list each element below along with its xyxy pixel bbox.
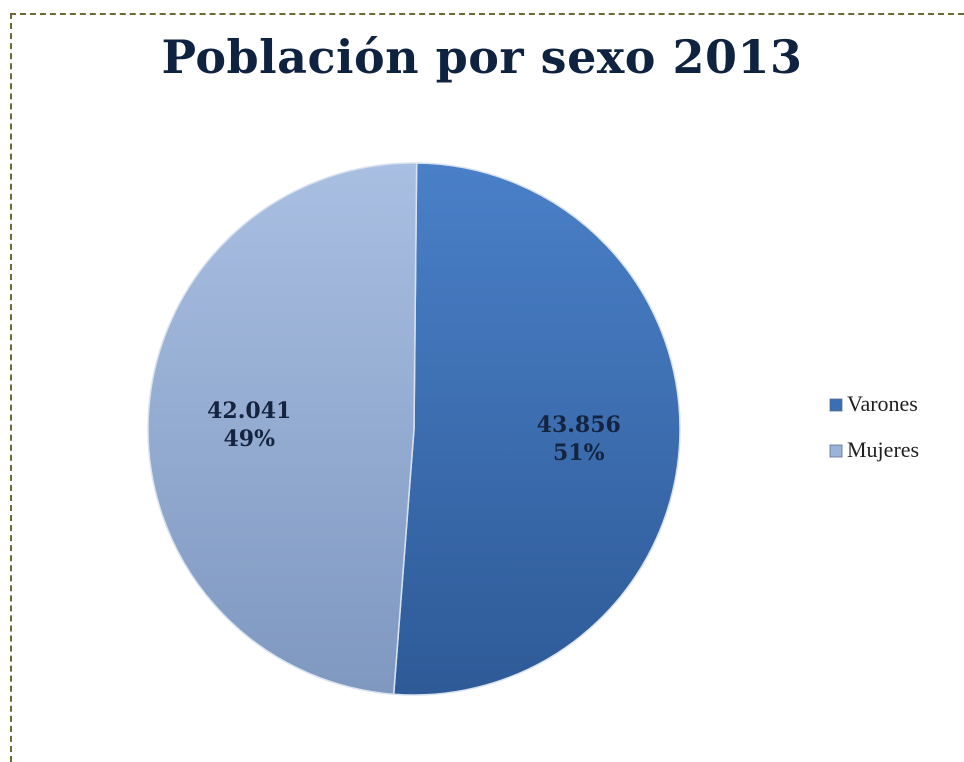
pie-slice-varones	[392, 162, 681, 696]
data-label-value-mujeres: 42.041	[207, 398, 291, 424]
frame-border-left	[10, 13, 12, 762]
data-label-percent-varones: 51%	[553, 440, 605, 466]
legend-label-mujeres: Mujeres	[847, 437, 919, 462]
legend-swatch-mujeres	[829, 444, 843, 458]
data-label-value-varones: 43.856	[537, 412, 621, 438]
pie-slices	[147, 162, 681, 696]
legend-swatch-varones	[829, 398, 843, 412]
data-label-percent-mujeres: 49%	[223, 426, 275, 452]
pie-slice-mujeres	[147, 162, 418, 696]
chart-legend: Varones Mujeres	[829, 391, 919, 462]
frame-border-top	[10, 13, 964, 15]
chart-title: Población por sexo 2013	[161, 30, 803, 84]
legend-label-varones: Varones	[847, 391, 918, 416]
